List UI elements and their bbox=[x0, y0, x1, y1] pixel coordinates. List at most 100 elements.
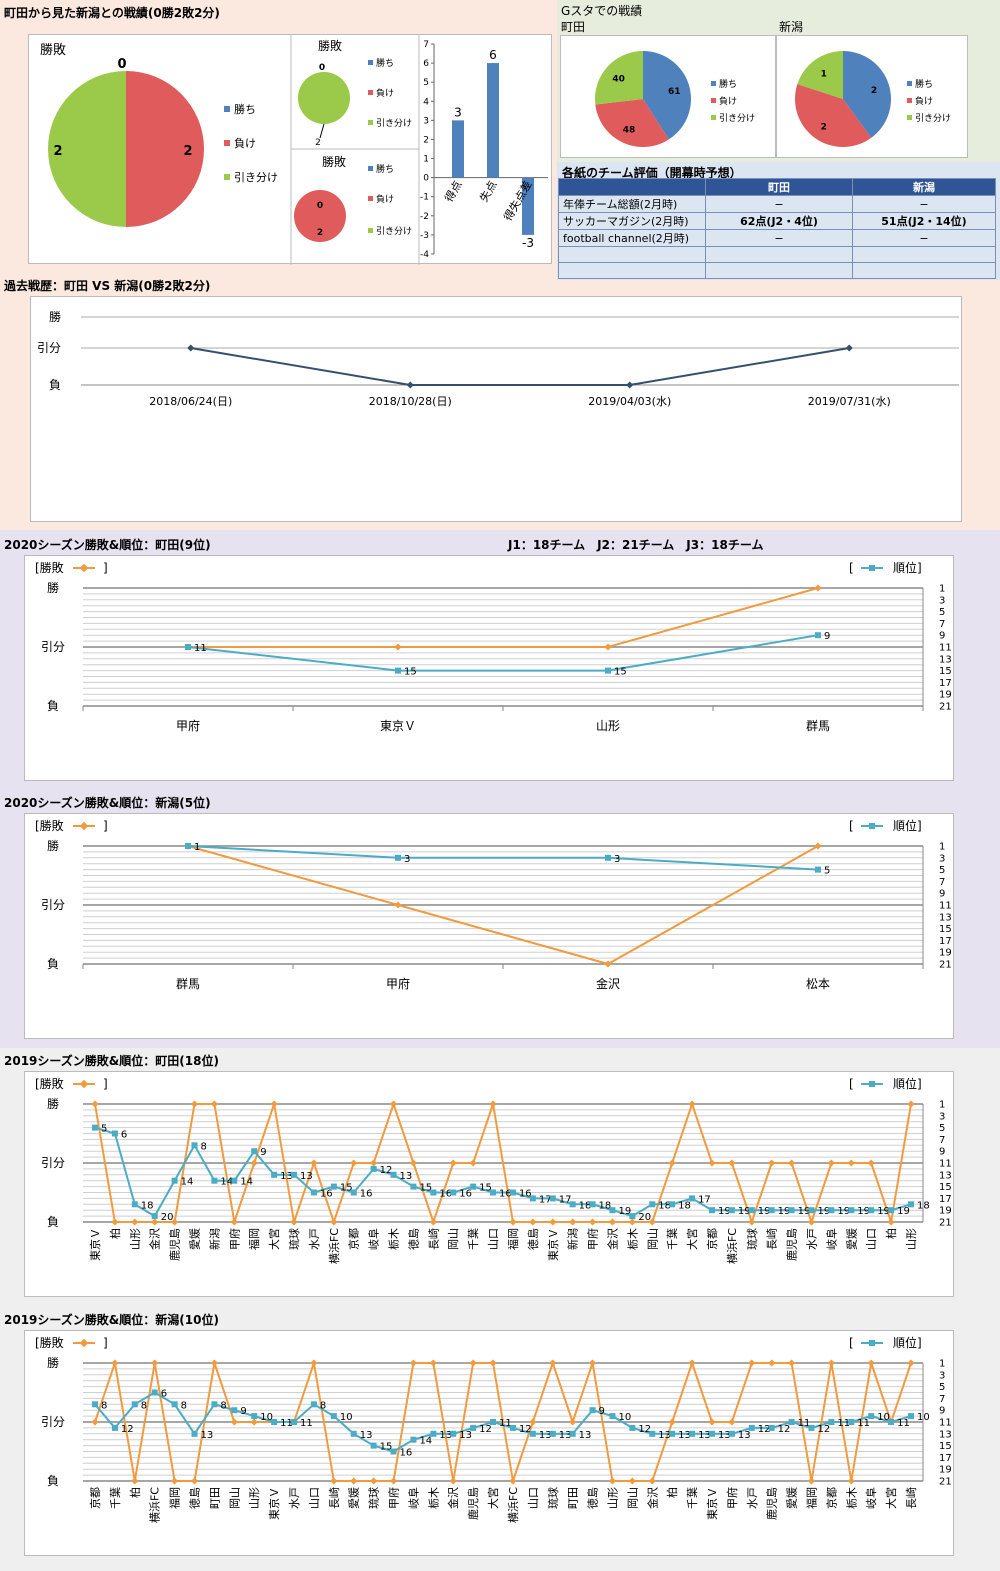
s2020n-rank-tick: 1 bbox=[939, 842, 945, 853]
s2019m-rank-point bbox=[151, 1213, 158, 1220]
s2019m-rank-point bbox=[788, 1207, 795, 1214]
eval-cell bbox=[852, 246, 996, 263]
s2019n-rank-label: 8 bbox=[141, 1400, 147, 1411]
s2020m-rank-label: 11 bbox=[194, 643, 207, 654]
s2019m-rank-label: 13 bbox=[280, 1171, 293, 1182]
goals-tick-label: 4 bbox=[423, 97, 429, 107]
gsta-machida-slice-draw bbox=[595, 51, 643, 105]
s2019m-rank-point bbox=[908, 1201, 914, 1208]
s2019m-rank-point bbox=[171, 1177, 178, 1184]
s2019m-x-label: 岡山 bbox=[646, 1228, 659, 1250]
s2019m-result-point bbox=[847, 1159, 855, 1167]
s2019n-rank-label: 10 bbox=[260, 1412, 273, 1423]
eval-header-1: 町田 bbox=[705, 178, 853, 196]
s2019m-rank-label: 20 bbox=[638, 1212, 651, 1223]
history-point bbox=[406, 381, 414, 389]
s2019n-x-label: 山形 bbox=[606, 1487, 619, 1509]
s2019n-x-label: 鹿児島 bbox=[466, 1487, 480, 1520]
s2019n-x-label: 町田 bbox=[567, 1487, 580, 1509]
s2019n-x-label: 千葉 bbox=[108, 1487, 122, 1509]
h2h-pie-slice-loss bbox=[126, 71, 204, 227]
s2019n-rank-point bbox=[291, 1419, 298, 1425]
s2019m-rank-label: 16 bbox=[360, 1189, 373, 1200]
s2019n-result-point bbox=[688, 1359, 696, 1367]
s2019n-x-label: 金沢 bbox=[645, 1487, 659, 1509]
s2019n-rank-point bbox=[92, 1401, 98, 1408]
s2019n-x-label: 水戸 bbox=[746, 1487, 759, 1509]
s2019n-rank-point bbox=[649, 1430, 656, 1437]
s2019n-rank-point bbox=[310, 1401, 317, 1408]
goals-value-2: -3 bbox=[522, 236, 534, 250]
gsta-niigata-label-loss: 2 bbox=[821, 122, 827, 132]
s2019m-rank-point bbox=[649, 1201, 656, 1208]
eval-cell: 51点(J2・14位) bbox=[852, 212, 996, 230]
s2020n-legend-left-marker bbox=[79, 821, 89, 831]
legend-win: 勝ち bbox=[234, 102, 256, 116]
s2019m-rank-label: 19 bbox=[758, 1206, 771, 1217]
s2019m-x-label: 福岡 bbox=[506, 1228, 520, 1250]
s2019n-rank-line bbox=[94, 1391, 912, 1453]
s2019m-rank-label: 18 bbox=[917, 1200, 930, 1211]
s2019n-rank-point bbox=[131, 1401, 138, 1408]
s2019m-rank-point bbox=[828, 1207, 835, 1214]
s2019m-rank-point bbox=[589, 1201, 596, 1208]
s2019n-x-label: 金沢 bbox=[446, 1487, 460, 1509]
goals-tick-label: 2 bbox=[423, 135, 429, 145]
s2019m-rank-tick: 7 bbox=[939, 1135, 945, 1146]
s2019m-rank-label: 19 bbox=[857, 1206, 870, 1217]
s2019n-rank-point bbox=[629, 1424, 636, 1431]
s2019n-x-label: 福岡 bbox=[804, 1487, 818, 1509]
s2019m-result-point bbox=[688, 1100, 696, 1108]
s2019n-result-point bbox=[489, 1359, 497, 1367]
s2019n-rank-tick: 17 bbox=[939, 1453, 952, 1464]
s2020n-rank-tick: 19 bbox=[939, 948, 952, 959]
s2020m-result-point bbox=[604, 643, 612, 651]
gsta2-swatch-loss bbox=[907, 98, 912, 103]
s2020m-legend-right-marker bbox=[869, 565, 875, 571]
s2019m-rank-tick: 9 bbox=[939, 1147, 945, 1158]
goals-category-1: 失点 bbox=[477, 179, 499, 205]
history-x-label: 2019/07/31(水) bbox=[808, 395, 891, 408]
s2019n-rank-label: 9 bbox=[599, 1406, 605, 1417]
s2019m-rank-point bbox=[291, 1171, 298, 1178]
s2019m-x-label: 長崎 bbox=[765, 1228, 779, 1250]
gsta2-legend-loss: 負け bbox=[915, 95, 933, 107]
s2019n-rank-point bbox=[828, 1419, 835, 1425]
s2019n-rank-tick: 7 bbox=[939, 1394, 945, 1405]
s2019n-x-label: 京都 bbox=[88, 1487, 102, 1509]
s2020n-rank-label: 1 bbox=[194, 842, 200, 853]
s2020m-result-point bbox=[814, 584, 822, 592]
s2020m-rank-tick: 15 bbox=[939, 666, 952, 677]
s2019n-rank-label: 13 bbox=[439, 1430, 452, 1441]
s2019m-rank-label: 19 bbox=[798, 1206, 811, 1217]
s2019m-x-label: 岐阜 bbox=[368, 1228, 381, 1250]
small-bottom-swatch-draw bbox=[368, 228, 373, 233]
s2019m-result-point bbox=[290, 1218, 298, 1226]
gsta1-legend-loss: 負け bbox=[719, 95, 737, 107]
eval-cell: サッカーマガジン(2月時) bbox=[558, 212, 706, 230]
s2019n-rank-point bbox=[728, 1430, 735, 1437]
s2020n-rank-tick: 5 bbox=[939, 865, 945, 876]
s2019n-x-label: 柏 bbox=[128, 1487, 142, 1498]
s2019n-legend-right: 順位] bbox=[893, 1335, 922, 1350]
history-point bbox=[626, 381, 634, 389]
s2019n-x-label: 岡山 bbox=[228, 1487, 241, 1509]
s2019m-result-point bbox=[370, 1159, 378, 1167]
s2019m-result-point bbox=[807, 1218, 816, 1226]
s2019n-x-label: 愛媛 bbox=[347, 1487, 361, 1509]
s2019m-rank-point bbox=[450, 1189, 457, 1196]
s2019n-rank-label: 10 bbox=[618, 1412, 631, 1423]
s2019m-x-label: 東京Ｖ bbox=[88, 1228, 102, 1261]
s2019m-result-point bbox=[330, 1218, 338, 1226]
s2019n-result-point bbox=[867, 1359, 875, 1367]
s2019n-result-point bbox=[449, 1477, 457, 1485]
s2019n-rank-tick: 19 bbox=[939, 1465, 952, 1476]
s2020n-legend-right-open: [ bbox=[849, 819, 854, 833]
s2019m-result-point bbox=[549, 1218, 557, 1226]
s2019m-x-label: 東京Ｖ bbox=[546, 1228, 560, 1261]
eval-cell bbox=[705, 246, 853, 263]
s2019n-result-point bbox=[847, 1477, 855, 1485]
gsta1-swatch-win bbox=[711, 81, 716, 86]
s2020n-rank-label: 5 bbox=[824, 866, 830, 877]
s2020n-rank-line bbox=[187, 845, 819, 871]
